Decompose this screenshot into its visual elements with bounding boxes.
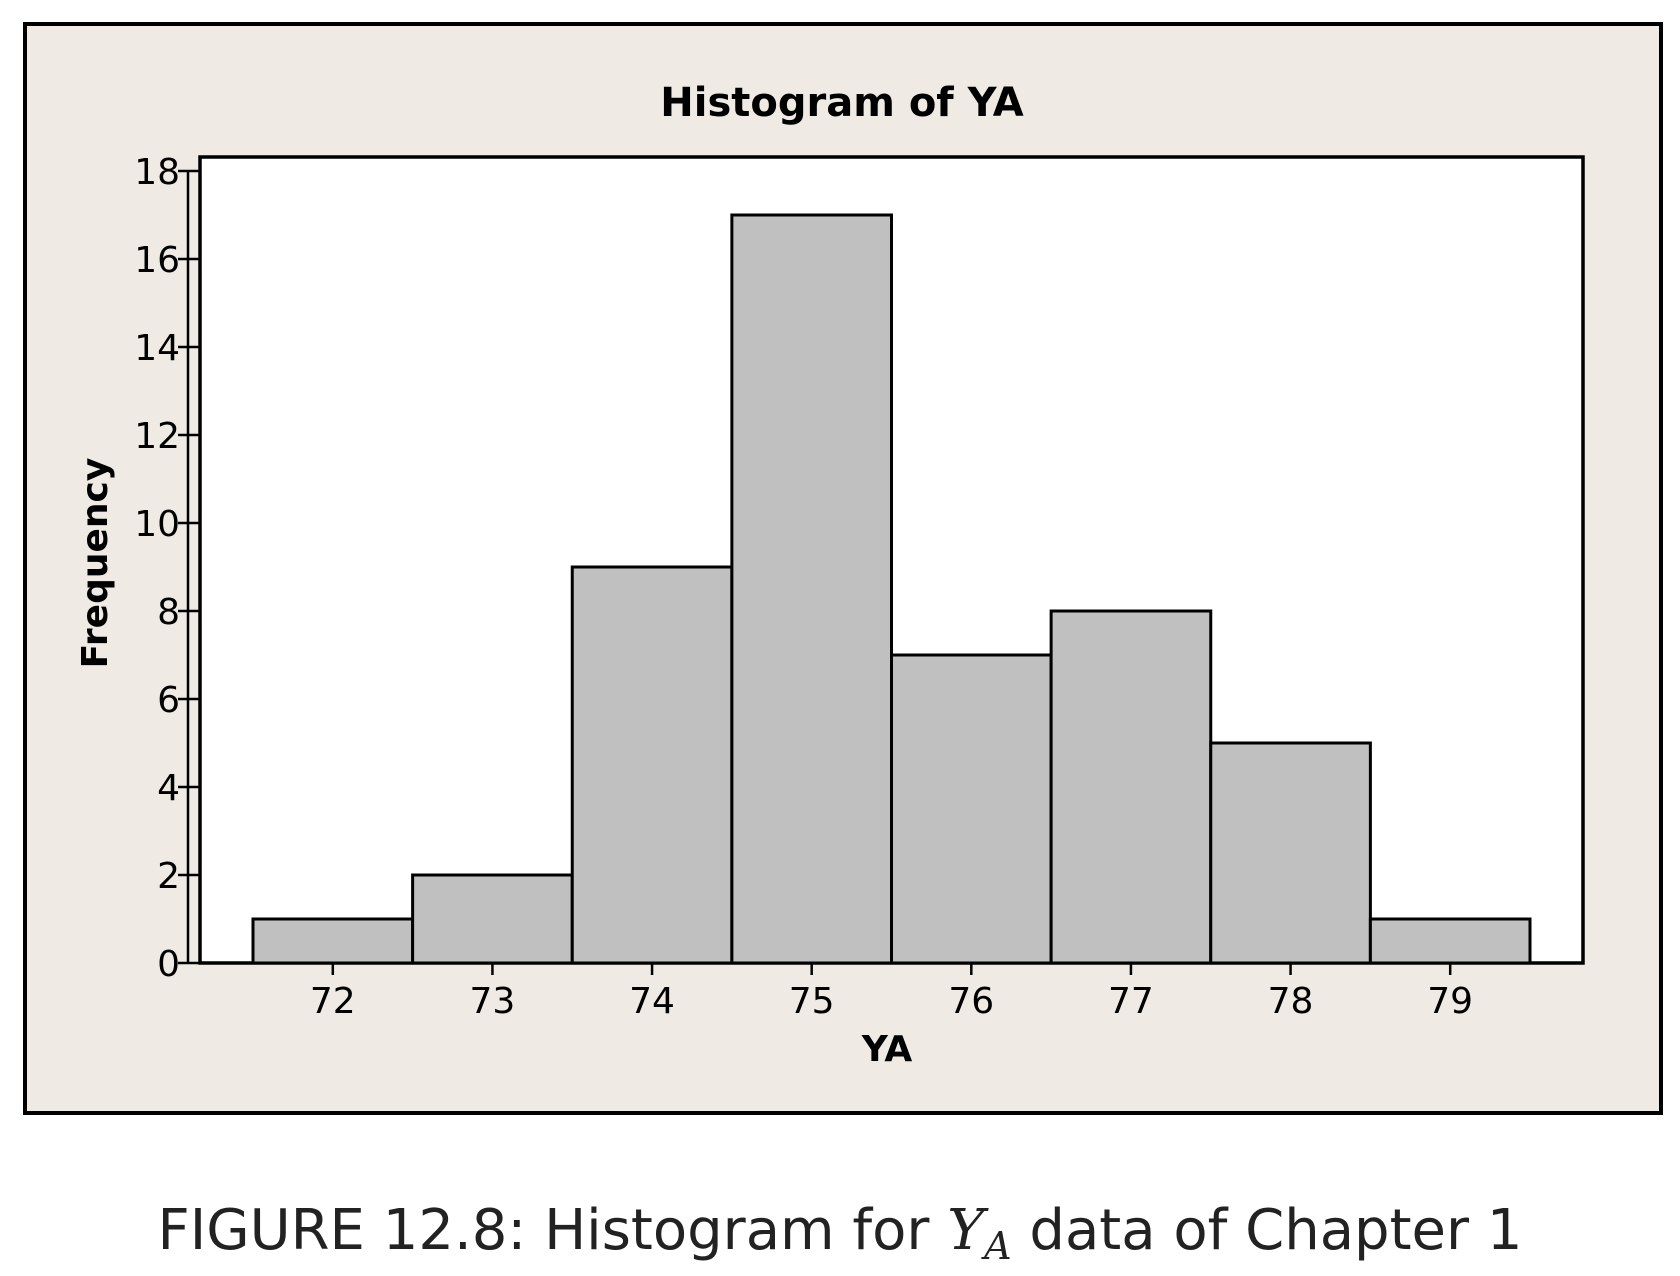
bars-group [251, 213, 1532, 965]
x-axis-label: YA [861, 1029, 913, 1070]
x-tick-label: 75 [789, 981, 835, 1022]
caption-variable: Y [947, 1198, 985, 1263]
y-tick-label: 10 [134, 504, 180, 545]
x-axis: 72 73 74 75 76 77 78 79 [310, 963, 1473, 1022]
histogram-bar [251, 917, 415, 965]
caption-subscript: A [984, 1224, 1012, 1268]
y-tick-label: 6 [157, 680, 180, 721]
histogram-bar [570, 565, 734, 965]
y-axis: 0 2 4 6 8 10 12 14 16 18 [134, 152, 200, 985]
y-tick-label: 16 [134, 240, 180, 281]
x-tick-label: 78 [1268, 981, 1314, 1022]
x-tick-label: 73 [470, 981, 516, 1022]
histogram-bar [890, 653, 1053, 965]
y-axis-label: Frequency [75, 458, 116, 669]
figure-caption: FIGURE 12.8: Histogram for YA data of Ch… [0, 1198, 1680, 1268]
histogram-bar [1209, 741, 1372, 965]
histogram-bar [1049, 609, 1213, 965]
x-tick-label: 77 [1108, 981, 1154, 1022]
chart-title: Histogram of YA [660, 80, 1024, 126]
y-tick-label: 14 [134, 328, 180, 369]
y-tick-label: 4 [157, 768, 180, 809]
y-tick-label: 18 [134, 152, 180, 193]
y-tick-label: 8 [157, 592, 180, 633]
x-tick-label: 79 [1427, 981, 1473, 1022]
histogram-bar [411, 873, 574, 965]
x-tick-label: 74 [629, 981, 675, 1022]
x-tick-label: 76 [948, 981, 994, 1022]
histogram-bar [1368, 917, 1532, 965]
x-tick-label: 72 [310, 981, 356, 1022]
y-tick-label: 2 [157, 856, 180, 897]
y-tick-label: 0 [157, 944, 180, 985]
y-tick-label: 12 [134, 416, 180, 457]
caption-prefix: FIGURE 12.8: Histogram for [157, 1198, 930, 1263]
caption-suffix: data of Chapter 1 [1029, 1198, 1523, 1263]
histogram-bar [730, 213, 893, 965]
